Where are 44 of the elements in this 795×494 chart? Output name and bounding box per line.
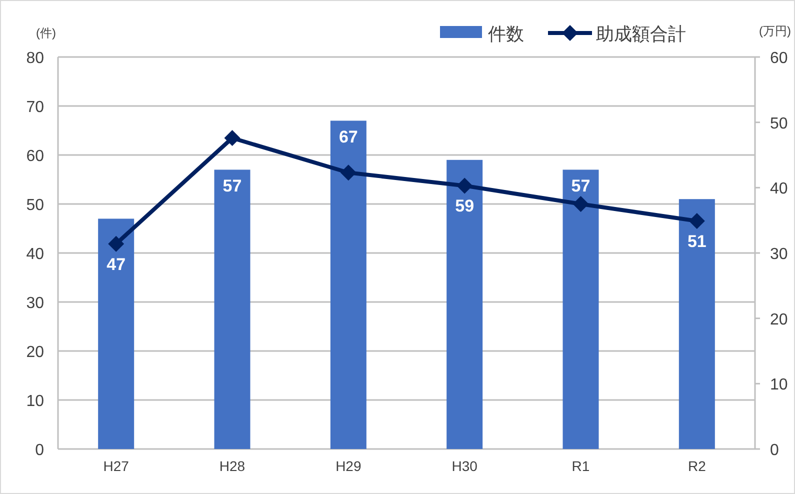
point — [108, 236, 124, 252]
bar — [98, 218, 134, 449]
data-label: 57 — [222, 176, 242, 196]
legend-label: 助成額合計 — [596, 24, 686, 44]
y-tick-label: 80 — [26, 50, 44, 67]
point — [572, 196, 589, 212]
point — [688, 212, 705, 229]
x-tick-label: H27 — [103, 458, 130, 474]
x-tick-label: H28 — [219, 458, 246, 474]
y-axis-title: (件) — [36, 26, 56, 40]
y2-tick-label: 40 — [770, 180, 788, 198]
data-label: 67 — [338, 128, 358, 147]
y2-tick-label: 30 — [770, 246, 788, 263]
y2-tick-label: 10 — [770, 376, 788, 394]
data-label: 51 — [687, 232, 706, 251]
x-tick-label: R1 — [572, 458, 590, 474]
y-tick-label: 20 — [26, 344, 44, 361]
y2-tick-label: 50 — [770, 115, 788, 132]
data-label: 47 — [106, 254, 126, 274]
y-tick-label: 0 — [35, 442, 44, 459]
x-tick-label: H30 — [452, 458, 478, 474]
x-tick-label: H29 — [336, 458, 362, 474]
point — [456, 178, 473, 194]
y2-axis-title: (万円) — [759, 24, 791, 38]
bar — [446, 160, 483, 449]
y-tick-label: 40 — [26, 246, 44, 263]
data-label: 59 — [455, 196, 474, 216]
x-tick-label: R2 — [688, 458, 706, 474]
y-tick-label: 30 — [26, 295, 44, 312]
y2-tick-label: 0 — [770, 442, 779, 459]
y2-tick-label: 20 — [770, 311, 788, 328]
y-tick-label: 60 — [26, 148, 44, 165]
y-tick-label: 10 — [26, 393, 44, 410]
y-tick-label: 50 — [26, 197, 44, 214]
bar — [214, 170, 250, 449]
point — [340, 164, 356, 181]
y2-tick-label: 60 — [770, 50, 788, 67]
point — [224, 130, 240, 146]
bar — [678, 199, 715, 449]
bar — [562, 170, 599, 449]
legend-label: 件数 — [488, 24, 524, 44]
data-label: 57 — [571, 176, 590, 196]
y-tick-label: 70 — [26, 99, 44, 116]
bar — [330, 120, 366, 449]
